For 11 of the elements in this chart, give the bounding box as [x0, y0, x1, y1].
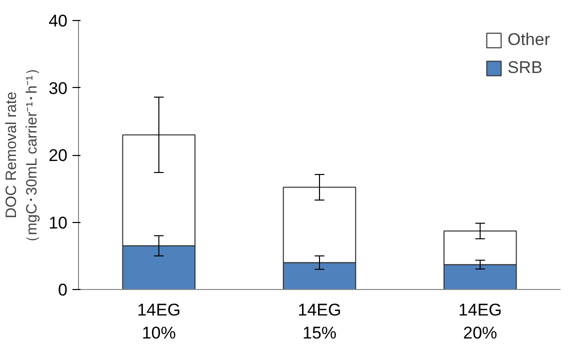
y-axis-title: DOC Removal rate （mgC･30mL carrier⁻¹･h⁻¹） [3, 60, 41, 250]
legend-label: SRB [507, 58, 542, 78]
legend-label: Other [507, 30, 550, 50]
y-tick-label: 0 [58, 280, 68, 300]
x-tick-label: 14EG 15% [298, 300, 342, 342]
y-tick-label: 40 [48, 12, 68, 30]
x-tick-label: 14EG 20% [458, 300, 502, 342]
y-tick-label: 10 [48, 213, 68, 232]
x-tick-label: 14EG 10% [137, 300, 181, 342]
y-tick-label: 30 [48, 78, 68, 98]
y-tick-label: 20 [48, 146, 68, 165]
